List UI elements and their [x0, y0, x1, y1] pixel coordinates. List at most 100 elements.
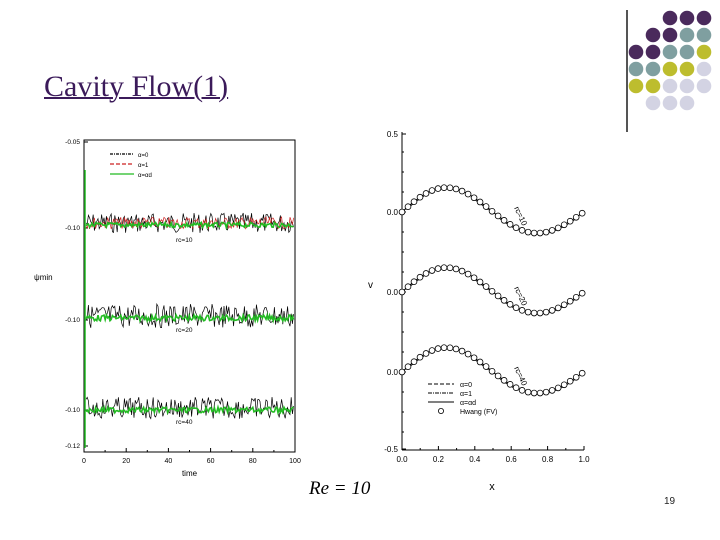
hwang-marker: [458, 267, 466, 275]
hwang-marker: [572, 213, 580, 221]
decorative-dot: [679, 95, 695, 111]
hwang-marker: [536, 229, 544, 237]
hwang-marker: [554, 304, 562, 312]
decorative-dot: [662, 95, 678, 111]
hwang-marker: [476, 278, 484, 286]
hwang-marker: [428, 187, 436, 194]
hwang-marker: [518, 307, 526, 314]
hwang-marker: [548, 307, 556, 314]
x-tick-label: 0.6: [506, 455, 518, 464]
hwang-marker: [500, 217, 508, 224]
hwang-marker: [482, 363, 490, 370]
decorative-dot: [696, 44, 712, 60]
hwang-marker: [482, 203, 490, 210]
y-tick-label: 0.5: [387, 130, 399, 139]
hwang-marker: [524, 228, 532, 236]
decorative-dot: [696, 78, 712, 94]
hwang-marker: [440, 264, 448, 271]
hwang-marker: [410, 358, 418, 365]
hwang-marker: [452, 345, 460, 353]
hwang-marker: [470, 354, 478, 362]
hwang-marker: [518, 387, 526, 394]
y-tick-label: -0.5: [384, 445, 398, 454]
hwang-marker: [464, 350, 472, 358]
hwang-marker: [446, 344, 454, 352]
hwang-marker: [410, 198, 418, 205]
x-tick-label: 0.4: [469, 455, 481, 464]
legend-label: α=1: [460, 391, 472, 398]
decorative-dot: [679, 61, 695, 77]
hwang-marker: [542, 388, 550, 396]
decorative-dot: [679, 10, 695, 26]
decorative-dot: [679, 44, 695, 60]
hwang-marker: [428, 347, 436, 354]
decorative-dot: [645, 44, 661, 60]
decorative-dot: [662, 10, 678, 26]
hwang-marker: [404, 203, 412, 210]
hwang-marker: [476, 358, 484, 366]
hwang-marker: [506, 221, 514, 228]
decorative-dot: [662, 78, 678, 94]
x-tick-label: 20: [122, 458, 130, 465]
y-tick-label: 0.0: [387, 208, 399, 217]
hwang-marker: [578, 369, 586, 377]
hwang-marker: [410, 278, 418, 285]
y-tick-label: 0.0: [387, 288, 399, 297]
hwang-marker: [458, 187, 466, 195]
x-tick-label: 40: [165, 458, 173, 465]
page-number: 19: [664, 496, 676, 507]
y-axis-label: v: [368, 280, 373, 291]
hwang-marker: [434, 345, 442, 352]
x-tick-label: 0: [82, 458, 86, 465]
legend-label: α=0: [138, 153, 149, 159]
hwang-marker: [560, 301, 568, 309]
v-profile-chart: 0.0 0.2 0.4 0.6 0.8 1.00.50.00.00.0-0.5vxrc=1…: [368, 130, 590, 492]
hwang-marker: [530, 229, 538, 237]
hwang-marker: [560, 381, 568, 389]
x-tick-label: 60: [207, 458, 215, 465]
y-tick-label: -0.10: [65, 407, 80, 414]
hwang-marker: [548, 227, 556, 234]
hwang-marker: [566, 377, 574, 385]
x-axis-label: time: [182, 469, 198, 478]
legend-label: α=1: [138, 163, 149, 169]
x-tick-label: 80: [249, 458, 257, 465]
curve-label: rc=10: [512, 205, 529, 228]
hwang-marker: [422, 270, 430, 277]
hwang-marker: [512, 304, 520, 311]
legend-label: α=αd: [138, 173, 152, 179]
hwang-marker: [398, 368, 406, 376]
legend-label: α=0: [460, 382, 472, 389]
y-axis-label: ψmin: [34, 273, 53, 282]
hwang-marker: [488, 287, 496, 295]
hwang-marker: [548, 387, 556, 394]
reynolds-number-label: Re = 10: [309, 478, 371, 499]
decorative-dot-grid: [628, 10, 712, 111]
curve-label: rc=20: [512, 285, 529, 308]
legend-label: Hwang (FV): [460, 409, 497, 416]
y-tick-label: -0.05: [65, 139, 80, 146]
hwang-marker: [488, 367, 496, 375]
panel-label: rc=20: [176, 327, 193, 334]
psi-min-time-chart: 0 20 40 60 80 100 -0.05 -0.10 -0.10 -0.10 -0.12 ψmi…: [34, 139, 301, 478]
hwang-marker: [416, 273, 424, 281]
hwang-marker: [578, 289, 586, 297]
hwang-marker: [416, 193, 424, 201]
decorative-dot: [696, 27, 712, 43]
hwang-marker: [458, 347, 466, 355]
hwang-marker: [404, 283, 412, 290]
decorative-dot: [696, 61, 712, 77]
decorative-dot: [662, 27, 678, 43]
x-tick-label: 0.8: [542, 455, 554, 464]
decorative-dot: [645, 95, 661, 111]
hwang-marker: [470, 274, 478, 282]
hwang-marker: [398, 208, 406, 216]
hwang-marker: [530, 309, 538, 317]
hwang-marker: [494, 292, 502, 300]
x-tick-label: 0.2: [433, 455, 445, 464]
hwang-marker: [476, 198, 484, 206]
slide-title: Cavity Flow(1): [44, 70, 229, 103]
hwang-marker: [494, 372, 502, 380]
hwang-marker: [446, 264, 454, 272]
x-axis-label: x: [489, 481, 495, 492]
